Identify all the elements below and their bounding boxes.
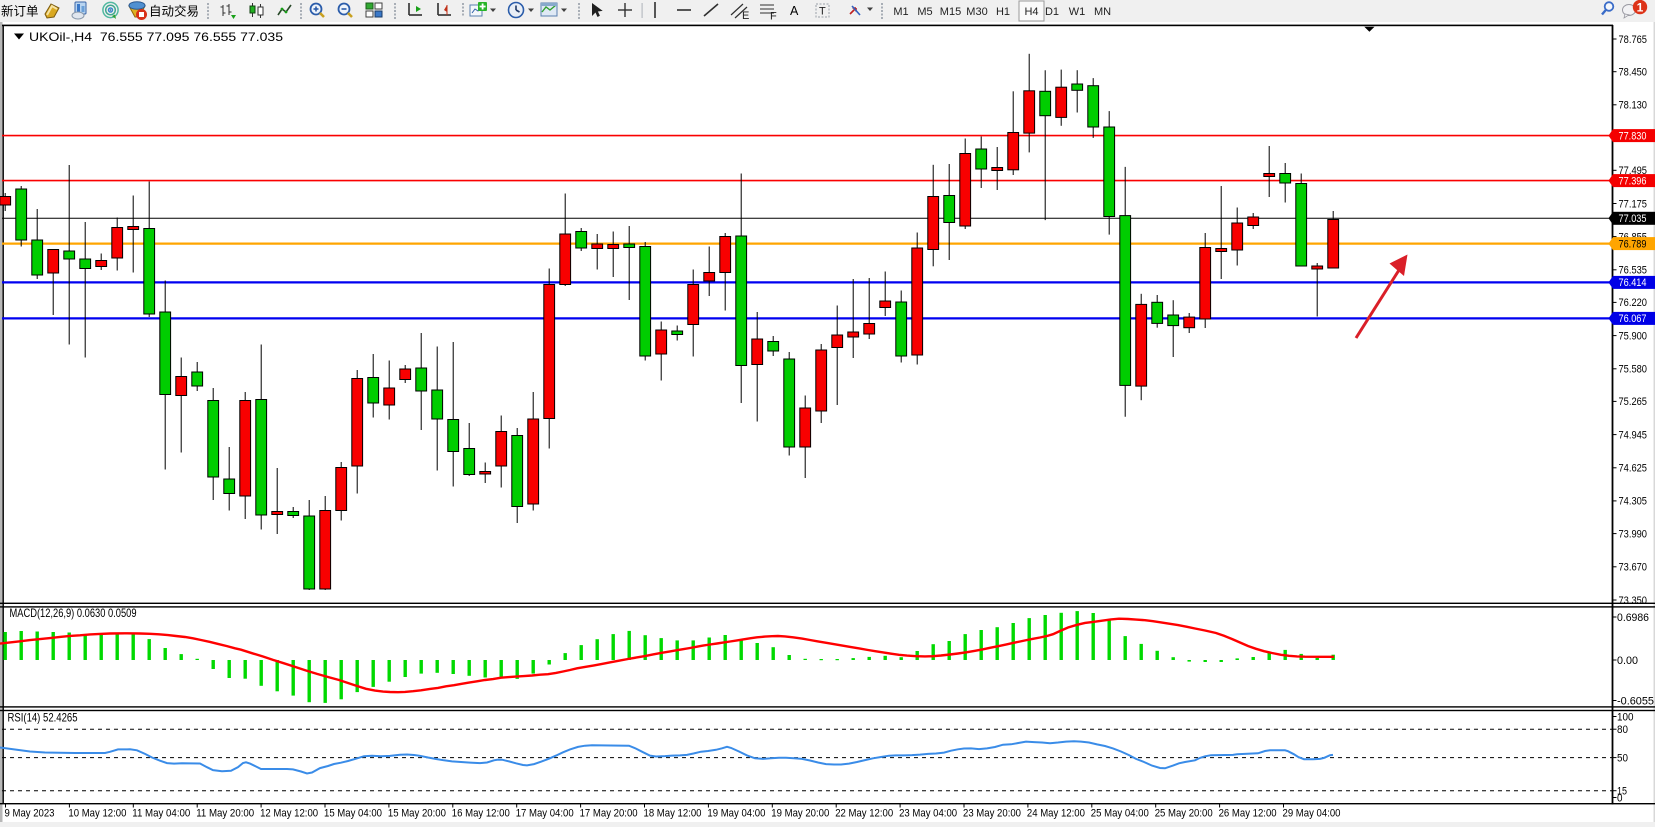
svg-text:78.130: 78.130: [1619, 100, 1648, 112]
svg-text:25 May 20:00: 25 May 20:00: [1155, 808, 1213, 820]
svg-text:17 May 20:00: 17 May 20:00: [580, 808, 638, 820]
svg-text:19 May 20:00: 19 May 20:00: [771, 808, 829, 820]
svg-text:50: 50: [1617, 752, 1628, 764]
svg-text:15 May 04:00: 15 May 04:00: [324, 808, 382, 820]
svg-text:11 May 20:00: 11 May 20:00: [196, 808, 254, 820]
svg-text:73.670: 73.670: [1619, 562, 1648, 574]
svg-text:M5: M5: [917, 6, 932, 18]
svg-text:MACD(12,26,9) 0.0630 0.0509: MACD(12,26,9) 0.0630 0.0509: [10, 606, 137, 620]
svg-text:78.765: 78.765: [1619, 34, 1648, 46]
svg-text:15 May 20:00: 15 May 20:00: [388, 808, 446, 820]
svg-text:10 May 12:00: 10 May 12:00: [68, 808, 126, 820]
svg-text:74.625: 74.625: [1619, 463, 1648, 475]
svg-text:12 May 12:00: 12 May 12:00: [260, 808, 318, 820]
svg-text:RSI(14) 52.4265: RSI(14) 52.4265: [8, 711, 78, 725]
svg-text:MN: MN: [1094, 6, 1111, 18]
svg-text:H4: H4: [1024, 6, 1038, 18]
svg-text:19 May 04:00: 19 May 04:00: [707, 808, 765, 820]
svg-text:80: 80: [1617, 724, 1628, 736]
svg-text:29 May 04:00: 29 May 04:00: [1283, 808, 1341, 820]
svg-text:T: T: [819, 6, 826, 18]
svg-text:0.6986: 0.6986: [1617, 612, 1649, 624]
svg-text:0.00: 0.00: [1617, 655, 1638, 667]
svg-text:18 May 12:00: 18 May 12:00: [644, 808, 702, 820]
svg-text:15: 15: [1617, 786, 1627, 798]
svg-text:78.450: 78.450: [1619, 67, 1648, 79]
svg-text:A: A: [790, 4, 799, 18]
svg-text:76.789: 76.789: [1619, 238, 1647, 250]
svg-text:16 May 12:00: 16 May 12:00: [452, 808, 510, 820]
svg-text:74.305: 74.305: [1619, 496, 1648, 508]
svg-text:D1: D1: [1045, 6, 1059, 18]
svg-text:75.900: 75.900: [1619, 330, 1648, 342]
svg-text:100: 100: [1617, 711, 1634, 723]
svg-text:新订单: 新订单: [1, 4, 39, 19]
svg-text:76.220: 76.220: [1619, 297, 1648, 309]
svg-text:77.175: 77.175: [1619, 198, 1648, 210]
svg-text:0: 0: [1617, 792, 1623, 804]
svg-text:73.990: 73.990: [1619, 528, 1648, 540]
svg-text:77.035: 77.035: [1619, 213, 1647, 225]
svg-text:77.830: 77.830: [1619, 130, 1647, 142]
svg-text:-0.6055: -0.6055: [1617, 695, 1654, 707]
svg-text:M15: M15: [940, 6, 961, 18]
svg-text:1: 1: [1637, 1, 1644, 15]
svg-text:23 May 04:00: 23 May 04:00: [899, 808, 957, 820]
svg-text:75.265: 75.265: [1619, 396, 1648, 408]
svg-text:E: E: [742, 10, 749, 22]
svg-text:17 May 04:00: 17 May 04:00: [516, 808, 574, 820]
svg-text:M1: M1: [893, 6, 908, 18]
svg-text:M30: M30: [966, 6, 987, 18]
svg-text:76.535: 76.535: [1619, 265, 1648, 277]
svg-text:25 May 04:00: 25 May 04:00: [1091, 808, 1149, 820]
svg-text:自动交易: 自动交易: [149, 4, 199, 19]
svg-text:77.396: 77.396: [1619, 175, 1647, 187]
svg-text:74.945: 74.945: [1619, 429, 1648, 441]
svg-text:76.414: 76.414: [1619, 277, 1647, 289]
svg-text:9 May 2023: 9 May 2023: [5, 808, 55, 820]
svg-text:23 May 20:00: 23 May 20:00: [963, 808, 1021, 820]
svg-text:UKOil-,H4 76.555 77.095 76.55: UKOil-,H4 76.555 77.095 76.555 77.035: [29, 30, 283, 44]
svg-text:22 May 12:00: 22 May 12:00: [835, 808, 893, 820]
svg-text:75.580: 75.580: [1619, 364, 1648, 376]
svg-text:F: F: [770, 11, 777, 23]
svg-text:73.350: 73.350: [1619, 595, 1648, 607]
svg-text:H1: H1: [996, 6, 1010, 18]
svg-text:26 May 12:00: 26 May 12:00: [1219, 808, 1277, 820]
svg-text:24 May 12:00: 24 May 12:00: [1027, 808, 1085, 820]
svg-text:76.067: 76.067: [1619, 313, 1647, 325]
svg-text:W1: W1: [1069, 6, 1086, 18]
svg-text:11 May 04:00: 11 May 04:00: [132, 808, 190, 820]
